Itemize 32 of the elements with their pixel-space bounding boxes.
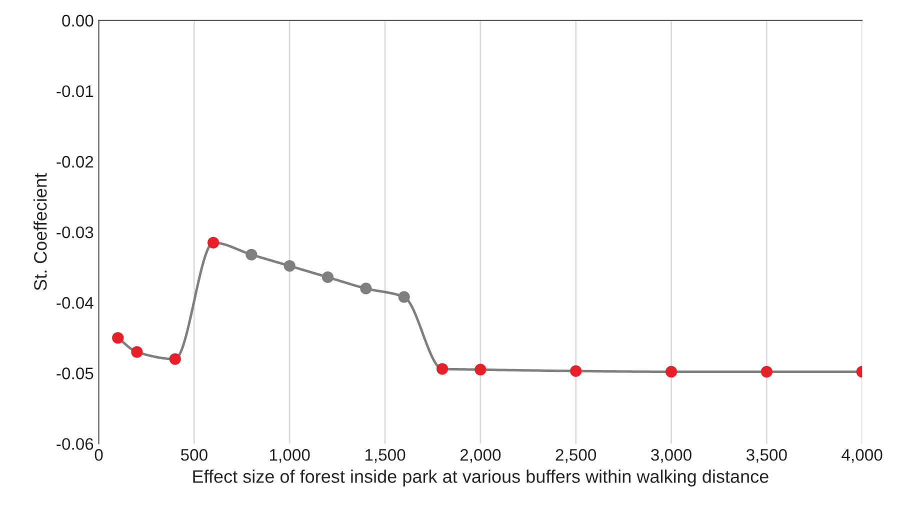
point: [665, 366, 678, 378]
point: [398, 291, 410, 303]
point: [570, 365, 582, 377]
point: [207, 236, 220, 248]
x-tick-label: 2,500: [556, 449, 596, 463]
point: [284, 260, 296, 272]
point: [246, 248, 258, 260]
x-tick-label: 500: [180, 449, 208, 461]
x-tick-label: 4,000: [842, 449, 882, 463]
y-tick-label: -0.06: [56, 438, 94, 450]
y-tick-label: -0.01: [56, 85, 94, 98]
point: [436, 363, 448, 375]
x-tick-label: 1,000: [270, 449, 310, 463]
point: [112, 332, 124, 344]
point: [760, 366, 772, 378]
x-tick-label: 3,000: [651, 449, 692, 463]
point: [131, 346, 143, 358]
point: [322, 271, 334, 284]
y-tick-label: -0.05: [56, 368, 94, 380]
point: [169, 353, 181, 365]
x-axis-title: Effect size of forest inside park at various buffers within walking distance: [193, 470, 768, 486]
x-tick-label: 0: [94, 449, 103, 461]
y-axis-title: St. Coeffecient: [34, 173, 47, 290]
x-tick-label: 3,500: [746, 449, 787, 463]
y-tick-label: 0.00: [62, 14, 94, 27]
y-tick-label: -0.04: [56, 297, 94, 309]
x-tick-label: 1,500: [365, 449, 406, 463]
point: [474, 364, 486, 376]
x-tick-label: 2,000: [460, 449, 501, 463]
y-tick-label: -0.02: [56, 156, 94, 168]
y-tick-label: -0.03: [56, 226, 94, 238]
point: [360, 282, 372, 294]
